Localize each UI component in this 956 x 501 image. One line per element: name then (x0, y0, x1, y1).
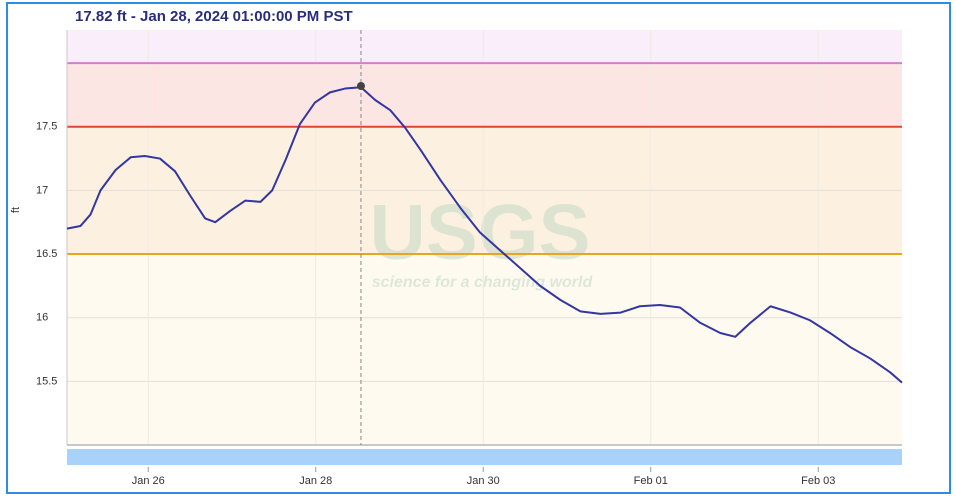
x-tick-label: Feb 03 (801, 475, 835, 487)
y-tick-label: 17.5 (36, 121, 57, 133)
y-tick-label: 16.5 (36, 248, 57, 260)
y-tick-label: 15.5 (36, 375, 57, 387)
watermark-tagline: science for a changing world (372, 274, 594, 291)
x-tick-label: Jan 26 (132, 475, 165, 487)
frame (6, 2, 951, 494)
chart-title: 17.82 ft - Jan 28, 2024 01:00:00 PM PST (75, 8, 353, 25)
y-axis-label: ft (10, 207, 22, 213)
x-tick-label: Jan 28 (299, 475, 332, 487)
y-tick-label: 16 (36, 312, 48, 324)
x-tick-label: Feb 01 (634, 475, 668, 487)
band (67, 63, 902, 127)
series-line (66, 86, 903, 384)
x-tick-label: Jan 30 (467, 475, 500, 487)
hover-point (356, 82, 365, 91)
band (67, 30, 902, 64)
navigator (67, 449, 902, 465)
y-tick-label: 17 (36, 184, 48, 196)
